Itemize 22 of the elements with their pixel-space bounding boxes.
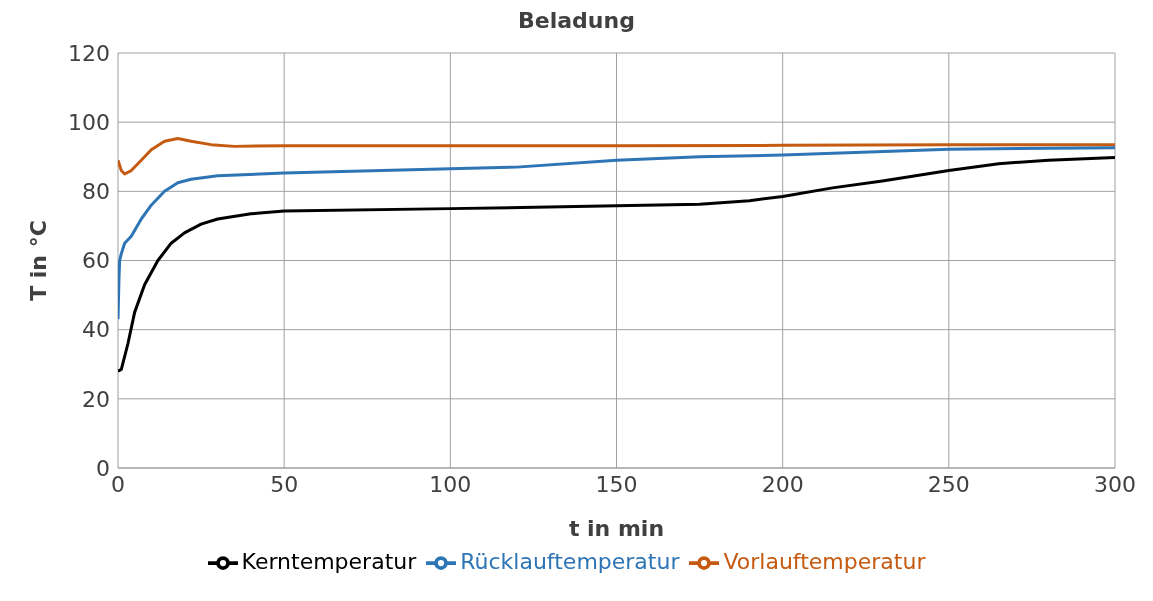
line-series [118, 136, 1115, 176]
legend-label: Kerntemperatur [241, 549, 417, 574]
y-axis-title: T in °C [25, 220, 51, 301]
y-tick-label: 100 [68, 109, 110, 135]
y-tick-label: 20 [82, 386, 110, 412]
chart-title: Beladung [517, 8, 636, 33]
legend-label: Vorlauftemperatur [723, 549, 926, 574]
x-tick-label: 150 [595, 471, 638, 497]
x-tick-label: 100 [429, 471, 472, 497]
x-tick-label: 200 [761, 471, 804, 497]
y-tick-label: 40 [82, 317, 110, 343]
x-tick-label: 250 [927, 471, 970, 497]
legend-label: Rücklauftemperatur [460, 549, 680, 574]
line-series [118, 155, 1115, 373]
y-tick-label: 120 [68, 40, 110, 66]
x-tick-label: 300 [1094, 471, 1136, 497]
line-series [118, 146, 1115, 321]
y-tick-label: 60 [82, 248, 110, 274]
x-axis-title: t in min [568, 516, 665, 541]
x-tick-label: 50 [270, 471, 299, 497]
y-tick-label: 80 [82, 179, 110, 205]
y-tick-label: 0 [96, 455, 110, 481]
